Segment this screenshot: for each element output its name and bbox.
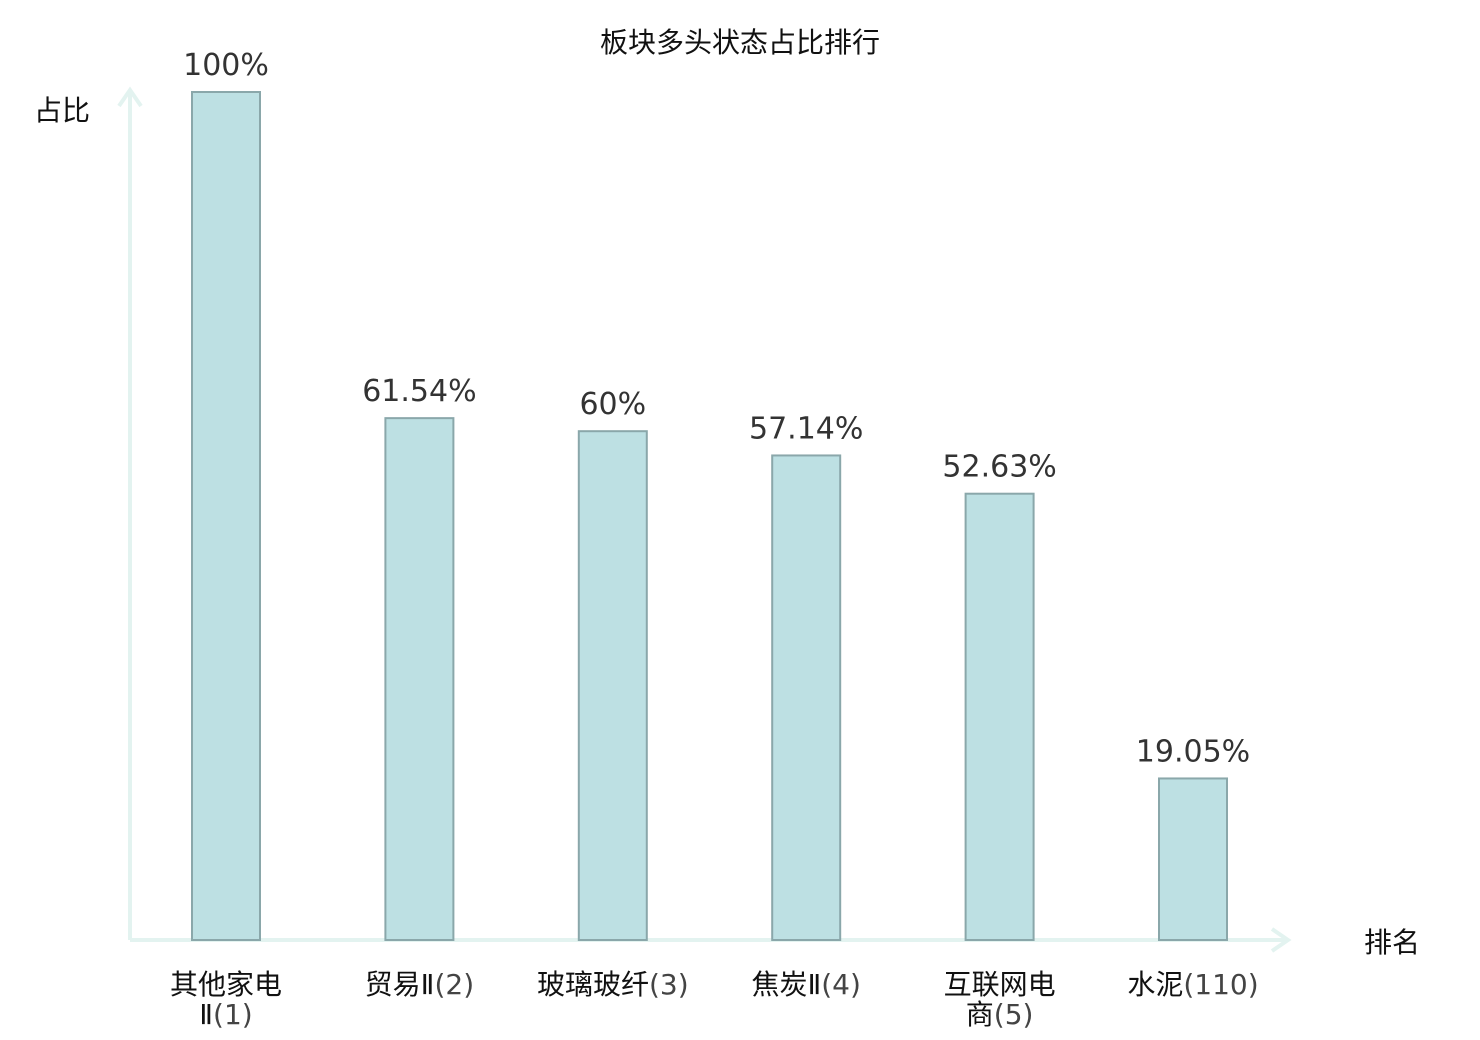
- category-name: 贸易Ⅱ: [365, 968, 435, 1001]
- category-name: 互联网电: [944, 968, 1056, 1001]
- category-name: 玻璃玻纤: [537, 968, 649, 1001]
- category-label-2: 贸易Ⅱ(2): [365, 968, 474, 1001]
- chart-title: 板块多头状态占比排行: [600, 26, 880, 59]
- x-axis-arrow-icon: [1270, 927, 1292, 953]
- value-label-5: 52.63%: [942, 450, 1056, 485]
- bar-4: [771, 454, 842, 941]
- bar-6: [1158, 777, 1228, 941]
- value-labels: 100% 61.54% 60% 57.14% 52.63% 19.05%: [183, 48, 1250, 769]
- y-axis-label: 占比: [34, 94, 90, 127]
- bar-3: [577, 430, 648, 941]
- bar-1: [191, 91, 261, 941]
- category-label-3: 玻璃玻纤(3): [537, 968, 689, 1001]
- category-name: 焦炭Ⅱ: [751, 968, 821, 1001]
- category-label-1: 其他家电: [170, 968, 282, 1001]
- x-axis-label: 排名: [1364, 926, 1420, 959]
- value-label-6: 19.05%: [1136, 734, 1250, 769]
- value-label-3: 60%: [579, 387, 646, 422]
- category-label-1-line2: Ⅱ(1): [199, 998, 252, 1031]
- category-name: 水泥: [1127, 968, 1183, 1001]
- category-rank: (2): [434, 968, 474, 1001]
- category-name-cont: Ⅱ: [199, 998, 213, 1031]
- category-label-5: 互联网电: [944, 968, 1056, 1001]
- bar-5: [964, 492, 1035, 941]
- category-rank: (1): [213, 998, 253, 1031]
- value-label-4: 57.14%: [749, 411, 863, 446]
- category-rank: (3): [649, 968, 689, 1001]
- value-label-2: 61.54%: [362, 374, 476, 409]
- category-name-cont: 商: [966, 998, 994, 1031]
- category-label-5-line2: 商(5): [966, 998, 1034, 1031]
- category-name: 其他家电: [170, 968, 282, 1001]
- category-rank: (110): [1183, 968, 1258, 1001]
- category-rank: (5): [994, 998, 1034, 1031]
- value-label-1: 100%: [183, 48, 269, 83]
- bar-2: [384, 417, 455, 941]
- y-axis-arrow-icon: [117, 86, 143, 108]
- category-rank: (4): [821, 968, 861, 1001]
- category-label-4: 焦炭Ⅱ(4): [751, 968, 860, 1001]
- bars: [191, 91, 1228, 941]
- category-label-6: 水泥(110): [1127, 968, 1258, 1001]
